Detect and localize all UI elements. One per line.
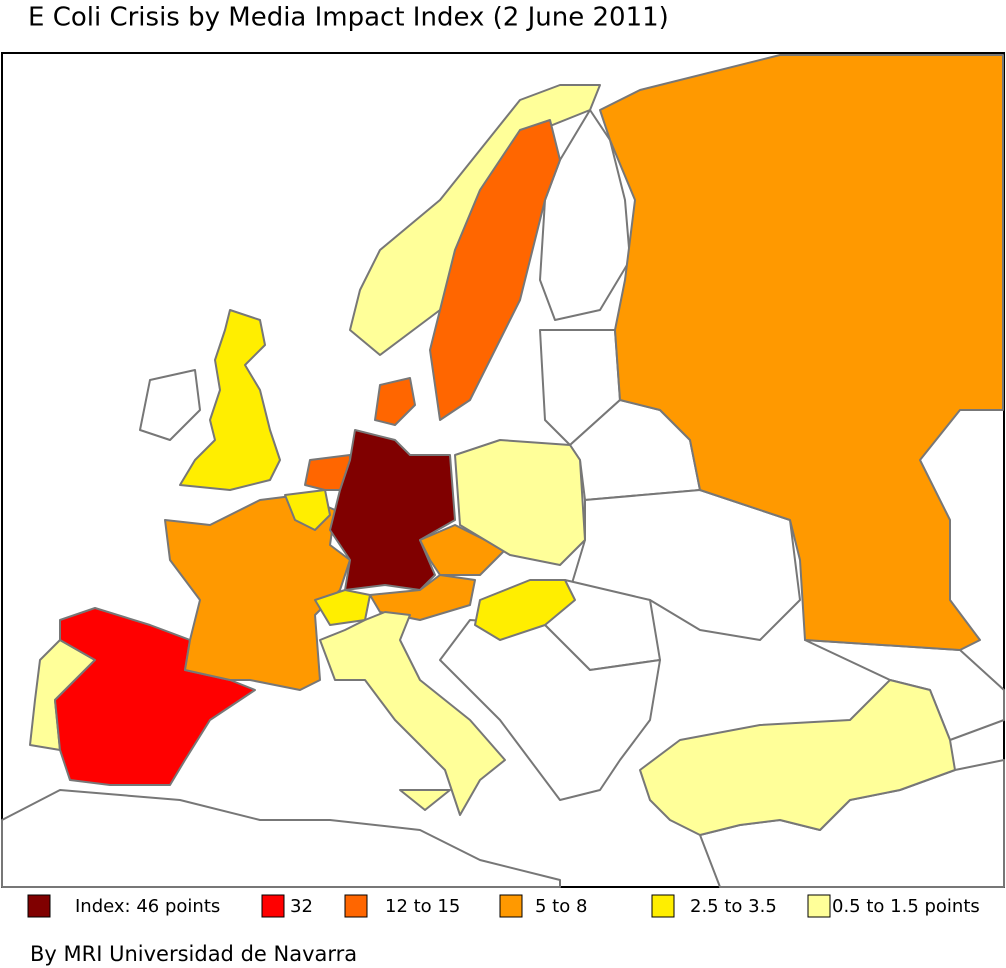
balkans [439, 619, 661, 801]
map-title: E Coli Crisis by Media Impact Index (2 J… [28, 3, 669, 33]
spain [54, 607, 256, 786]
switzerland [314, 589, 371, 626]
hungary [474, 579, 576, 641]
legend-swatch [27, 894, 51, 918]
north-africa [1, 789, 561, 888]
legend-label: 12 to 15 [385, 896, 460, 917]
ireland [139, 369, 201, 441]
italy [319, 611, 506, 816]
legend: Index: 46 points 32 12 to 15 5 to 8 2.5 to 3… [27, 894, 980, 918]
turkey [639, 679, 956, 836]
legend-swatch [651, 894, 675, 918]
russia [599, 54, 1004, 651]
sweden [429, 119, 561, 421]
legend-label: 32 [290, 896, 313, 917]
legend-label: 0.5 to 1.5 points [832, 896, 980, 917]
legend-label: Index: 46 points [75, 896, 220, 917]
netherlands [304, 454, 351, 491]
legend-swatch [807, 894, 831, 918]
poland [454, 439, 586, 566]
map [1, 54, 1005, 888]
legend-swatch [261, 894, 285, 918]
sicily [399, 789, 451, 811]
legend-label: 2.5 to 3.5 [690, 896, 777, 917]
legend-swatch [499, 894, 523, 918]
credit: By MRI Universidad de Navarra [30, 942, 357, 966]
denmark [374, 377, 416, 426]
belgium [284, 489, 331, 531]
united-kingdom [179, 309, 281, 491]
finland [539, 109, 631, 321]
legend-label: 5 to 8 [535, 896, 587, 917]
czech-republic [419, 524, 506, 576]
legend-swatch [344, 894, 368, 918]
